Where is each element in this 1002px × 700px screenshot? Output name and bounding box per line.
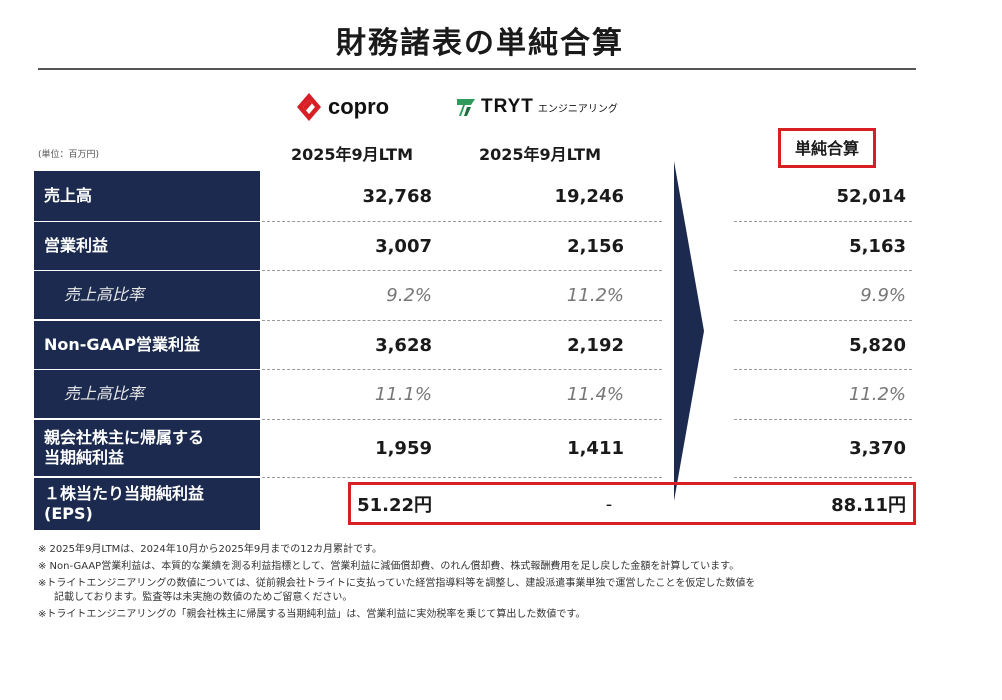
table-row-revenue: 売上高 32,768 19,246 52,014 [34,171,906,221]
tryt-logo: TRYT エンジニアリング [455,92,618,122]
value-tryt: - [605,493,613,515]
copro-logo-text: copro [328,94,390,119]
row-divider [262,270,662,271]
value-copro: 11.1% [374,383,432,405]
row-label: Non-GAAP営業利益 [34,321,260,369]
unit-label: (単位：百万円) [38,150,100,160]
row-label-line1: 親会社株主に帰属する [44,428,205,447]
value-tryt: 2,192 [567,334,624,356]
row-divider [262,221,662,222]
row-divider [734,221,912,222]
tryt-logo-text: TRYT [481,96,534,117]
tryt-leaf-icon [457,99,475,116]
row-divider [734,477,912,478]
row-divider [734,270,912,271]
row-label: １株当たり当期純利益 (EPS) [34,478,260,530]
row-divider [734,419,912,420]
value-copro: 32,768 [362,185,432,207]
value-copro: 51.22円 [357,495,432,516]
row-divider [734,369,912,370]
value-tryt: 11.2% [566,284,624,306]
value-copro: 9.2% [386,284,432,306]
column-header-combined: 単純合算 [778,128,876,168]
row-label-line2: (EPS) [44,504,93,523]
table-row-operating-margin: 売上高比率 9.2% 11.2% 9.9% [34,271,906,319]
value-combined: 3,370 [849,437,906,459]
row-divider [262,477,662,478]
row-label: 営業利益 [34,222,260,270]
copro-diamond-icon [297,93,321,121]
table-row-eps: １株当たり当期純利益 (EPS) 51.22円 - 88.11円 [34,478,906,530]
footnote: ※ 2025年9月LTMは、2024年10月から2025年9月までの12カ月累計… [38,544,383,555]
footnote: ※トライトエンジニアリングの「親会社株主に帰属する当期純利益」は、営業利益に実効… [38,609,586,620]
row-divider [734,320,912,321]
column-header-copro: 2025年9月LTM [290,145,414,164]
value-combined: 11.2% [848,383,906,405]
row-label-line2: 当期純利益 [44,448,125,467]
value-copro: 3,628 [375,334,432,356]
eps-highlight-box [348,482,916,525]
combine-arrow-icon [674,161,704,501]
table-row-net-income: 親会社株主に帰属する 当期純利益 1,959 1,411 3,370 [34,420,906,476]
page-title: 財務諸表の単純合算 [336,26,624,61]
table-row-non-gaap-operating-income: Non-GAAP営業利益 3,628 2,192 5,820 [34,321,906,369]
row-label: 売上高比率 [34,370,260,418]
row-divider [262,419,662,420]
title-divider [38,68,916,70]
row-label: 親会社株主に帰属する 当期純利益 [34,420,260,476]
row-divider [262,369,662,370]
table-row-non-gaap-margin: 売上高比率 11.1% 11.4% 11.2% [34,370,906,418]
footnote-continuation: 記載しております。監査等は未実施の数値のためご留意ください。 [54,592,353,603]
value-tryt: 1,411 [567,437,624,459]
row-label-line1: １株当たり当期純利益 [44,484,205,503]
value-combined: 88.11円 [831,495,906,516]
tryt-logo-subtext: エンジニアリング [537,103,618,115]
value-tryt: 2,156 [567,235,624,257]
table-row-operating-income: 営業利益 3,007 2,156 5,163 [34,222,906,270]
row-label: 売上高比率 [34,271,260,319]
value-combined: 52,014 [836,185,906,207]
footnotes: ※ 2025年9月LTMは、2024年10月から2025年9月までの12カ月累計… [38,543,918,625]
value-copro: 1,959 [375,437,432,459]
value-combined: 5,163 [849,235,906,257]
footnote: ※トライトエンジニアリングの数値については、従前親会社トライトに支払っていた経営… [38,578,756,589]
row-divider [262,320,662,321]
value-tryt: 11.4% [566,383,624,405]
row-label: 売上高 [34,171,260,221]
copro-logo: copro [296,92,389,122]
column-header-tryt: 2025年9月LTM [478,145,602,164]
value-copro: 3,007 [375,235,432,257]
value-combined: 5,820 [849,334,906,356]
value-tryt: 19,246 [554,185,624,207]
value-combined: 9.9% [860,284,906,306]
footnote: ※ Non-GAAP営業利益は、本質的な業績を測る利益指標として、営業利益に減価… [38,561,740,572]
